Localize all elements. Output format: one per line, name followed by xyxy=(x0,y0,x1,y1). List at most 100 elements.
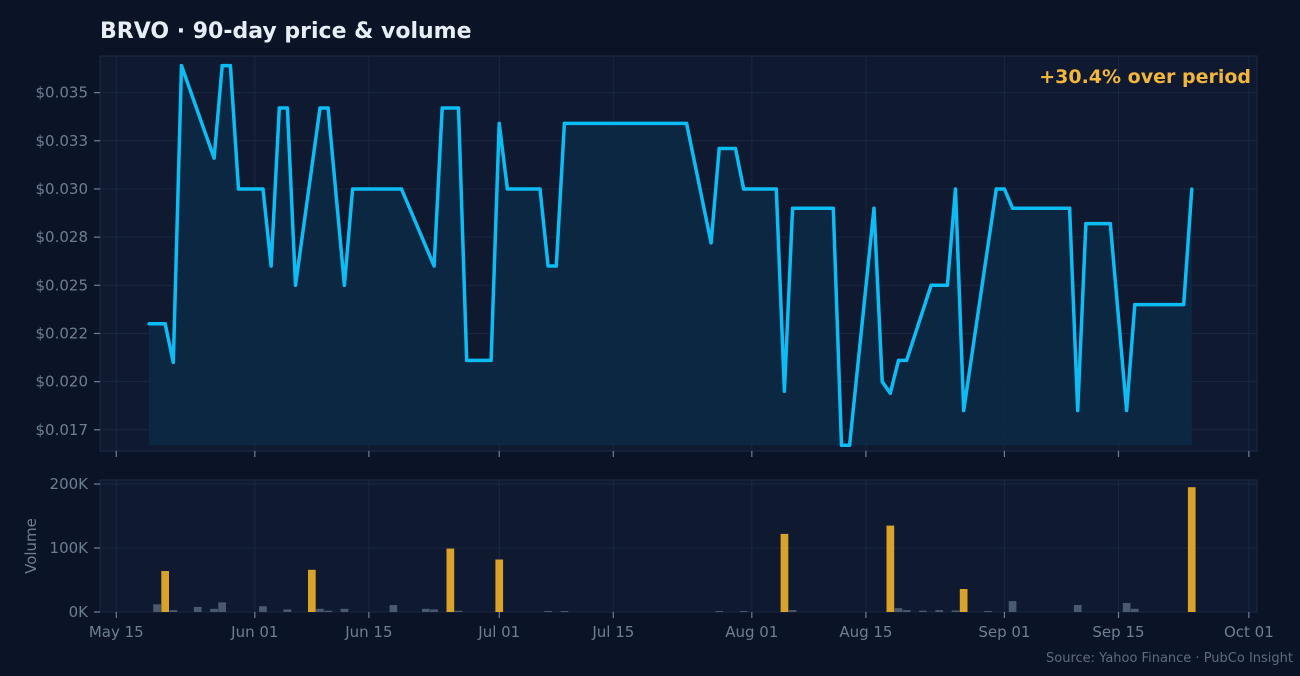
volume-bar xyxy=(430,609,438,612)
price-point xyxy=(848,443,852,447)
price-x-ticks xyxy=(115,451,1250,457)
volume-y-tick-label: 100K xyxy=(50,539,90,557)
price-point xyxy=(742,187,746,191)
x-tick-label: Jul 15 xyxy=(591,623,634,641)
x-tick-label: May 15 xyxy=(89,623,144,641)
price-point xyxy=(1076,408,1080,413)
price-point xyxy=(285,106,289,110)
volume-bar xyxy=(1073,605,1082,612)
price-point xyxy=(717,146,721,151)
volume-bar xyxy=(739,611,748,612)
price-point xyxy=(962,408,966,413)
x-tick-label: Jul 01 xyxy=(477,623,520,641)
volume-bar xyxy=(886,525,895,612)
price-point xyxy=(929,283,933,287)
volume-bar xyxy=(902,610,911,612)
price-point xyxy=(880,380,884,384)
volume-bar xyxy=(919,610,927,612)
volume-bar xyxy=(454,610,463,612)
price-point xyxy=(1190,187,1194,191)
price-point xyxy=(465,358,469,362)
price-y-tick-label: $0.028 xyxy=(36,228,89,246)
volume-bar xyxy=(446,548,455,612)
price-point xyxy=(269,264,273,268)
price-point xyxy=(905,358,909,362)
volume-bar xyxy=(210,608,218,612)
price-point xyxy=(791,206,795,210)
volume-bar xyxy=(218,602,226,612)
price-point xyxy=(1011,206,1015,210)
volume-bar xyxy=(1008,601,1017,612)
price-point xyxy=(432,264,436,268)
price-y-axis: $0.017 $0.020 $0.022 $0.025 $0.028 $0.030 $0.0… xyxy=(36,84,100,439)
price-point xyxy=(782,389,787,393)
volume-bar xyxy=(340,608,349,612)
volume-bar xyxy=(544,611,552,612)
volume-bar xyxy=(193,606,202,612)
price-point xyxy=(1068,206,1072,210)
volume-bar xyxy=(935,610,944,612)
volume-axis-label: Volume xyxy=(22,518,40,574)
price-point xyxy=(318,106,322,110)
volume-y-axis: 0K 100K 200K xyxy=(50,475,100,621)
price-point xyxy=(1002,187,1007,191)
price-point xyxy=(1125,408,1129,413)
volume-bar xyxy=(894,608,903,612)
price-point xyxy=(220,64,224,68)
price-points xyxy=(147,64,1194,447)
x-tick-label: Jun 15 xyxy=(344,623,392,641)
price-point xyxy=(774,187,778,191)
volume-bar xyxy=(283,609,292,612)
price-point xyxy=(953,187,958,191)
price-point xyxy=(1133,303,1137,307)
volume-bar xyxy=(495,559,504,612)
price-point xyxy=(489,358,493,362)
x-tick-label: Sep 15 xyxy=(1092,623,1144,641)
price-point xyxy=(326,106,330,110)
price-point xyxy=(562,121,567,125)
volume-bar xyxy=(951,610,960,612)
volume-bar xyxy=(308,569,316,612)
price-point xyxy=(839,443,844,447)
volume-bar xyxy=(780,533,789,612)
price-point xyxy=(236,187,241,191)
price-point xyxy=(709,241,713,245)
price-y-tick-label: $0.035 xyxy=(36,84,89,102)
price-y-tick-label: $0.022 xyxy=(36,324,89,342)
volume-bar xyxy=(422,608,430,612)
price-point xyxy=(261,187,265,191)
volume-bar xyxy=(984,611,992,612)
price-point xyxy=(147,322,151,326)
volume-bar xyxy=(259,606,267,612)
price-point xyxy=(831,206,835,210)
volume-bar xyxy=(1122,603,1131,612)
volume-bar xyxy=(153,604,161,612)
price-point xyxy=(685,121,689,125)
x-tick-label: Jun 01 xyxy=(230,623,278,641)
volume-bar xyxy=(389,605,398,612)
x-tick-label: Aug 01 xyxy=(725,623,778,641)
price-area-fill xyxy=(148,65,1192,446)
source-note: Source: Yahoo Finance · PubCo Insight xyxy=(1046,651,1293,666)
x-tick-label: Oct 01 xyxy=(1224,623,1274,641)
price-point xyxy=(497,121,501,125)
price-point xyxy=(293,283,298,287)
volume-bar xyxy=(161,571,169,612)
change-annotation: +30.4% over period xyxy=(1039,66,1251,88)
volume-grid xyxy=(100,480,1257,613)
price-point xyxy=(945,283,950,287)
volume-bar xyxy=(324,610,332,612)
price-point xyxy=(546,264,550,268)
volume-bar xyxy=(1187,487,1196,612)
x-tick-label: Aug 15 xyxy=(839,623,892,641)
volume-bar xyxy=(715,611,724,612)
volume-bar xyxy=(169,610,178,612)
price-point xyxy=(554,264,558,268)
price-point xyxy=(163,322,167,326)
price-point xyxy=(351,187,355,191)
volume-bar xyxy=(959,589,968,612)
volume-bar xyxy=(316,608,324,612)
volume-panel xyxy=(99,479,1258,613)
